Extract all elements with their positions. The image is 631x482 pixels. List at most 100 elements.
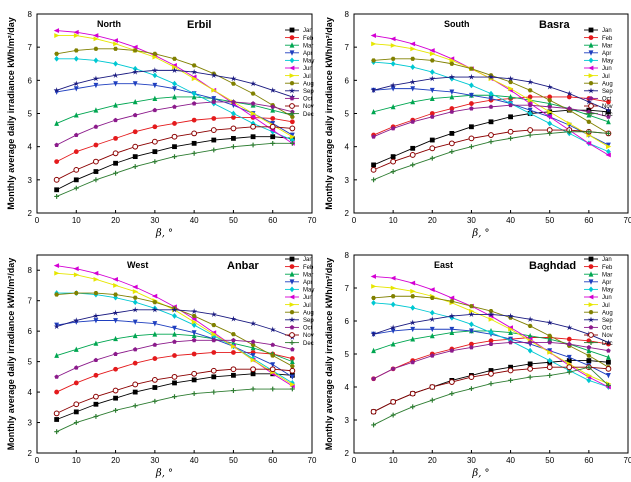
legend-marker [289,27,295,33]
data-point [566,94,572,100]
data-point [73,401,80,408]
data-point [566,90,573,97]
data-point [93,414,99,419]
legend-marker [588,294,594,300]
data-point [132,347,138,352]
data-point [53,263,60,269]
data-point [191,370,198,377]
data-point [289,134,296,140]
data-point [132,143,139,150]
data-point [390,412,396,418]
data-point [54,187,60,193]
data-point [151,293,158,299]
data-point [547,340,552,345]
data-point [73,149,79,155]
data-point [605,339,612,346]
data-point [370,166,377,173]
data-point [270,128,276,135]
data-point [469,308,475,314]
data-point [54,33,60,38]
data-point [270,342,275,347]
data-point [409,319,416,326]
data-point [132,68,139,75]
data-point [507,75,514,82]
data-point [488,370,494,377]
data-point [231,332,236,337]
data-point [250,91,256,96]
data-point [410,162,416,168]
data-point [289,386,295,392]
legend-marker [588,256,594,262]
legend-label: Sep [602,318,613,324]
series-sep [53,67,296,100]
data-point [508,94,513,100]
data-point [468,73,475,80]
data-point [113,351,118,356]
data-point [566,364,573,371]
data-point [409,390,416,397]
data-point [390,285,397,291]
data-point [390,60,396,67]
data-point [54,142,59,147]
data-point [289,374,295,380]
x-tick-label: 0 [35,216,40,225]
data-point [270,104,275,109]
data-point [191,140,197,146]
series-sep [370,73,612,113]
legend-label: Oct [303,326,313,332]
data-point [152,107,158,113]
data-point [191,94,197,100]
data-point [152,54,158,60]
legend-label: Mar [303,272,313,278]
data-point [113,102,118,108]
x-tick-label: 30 [150,216,159,225]
data-point [507,128,514,135]
data-point [54,429,60,435]
y-axis-title: Monthly average daily irradiance kWh/m²/… [324,17,334,210]
series-nov [53,366,296,417]
data-point [132,129,138,135]
legend-label: Nov [602,333,613,339]
x-tick-label: 40 [190,456,199,465]
data-point [132,284,138,290]
data-point [547,349,553,355]
x-tick-label: 40 [190,216,199,225]
series-nov [370,364,612,415]
data-point [172,394,177,400]
data-point [250,142,256,148]
data-point [54,352,60,358]
y-tick-label: 3 [345,176,350,185]
data-point [269,366,276,373]
data-point [270,140,276,146]
data-point [371,108,376,115]
data-point [113,160,118,166]
data-point [449,94,455,100]
y-tick-label: 6 [345,317,350,326]
data-point [410,145,416,151]
data-point [586,358,592,363]
data-point [469,328,474,334]
chart-title: Erbil [187,19,211,31]
data-point [132,403,138,409]
legend-label: Jun [303,66,313,72]
data-point [250,123,256,130]
data-point [151,67,158,73]
data-point [371,376,376,381]
data-point [191,337,197,343]
data-point [289,137,295,143]
data-point [191,391,197,396]
y-tick-label: 8 [345,10,350,19]
legend-marker [588,286,594,293]
data-point [73,48,79,53]
data-point [132,98,138,105]
data-point [448,379,455,385]
legend-label: Sep [303,318,314,324]
data-point [449,149,455,155]
data-point [73,166,80,173]
data-point [210,72,217,78]
data-point [547,120,553,127]
data-point [586,353,592,358]
data-point [566,354,572,361]
data-point [132,81,138,87]
